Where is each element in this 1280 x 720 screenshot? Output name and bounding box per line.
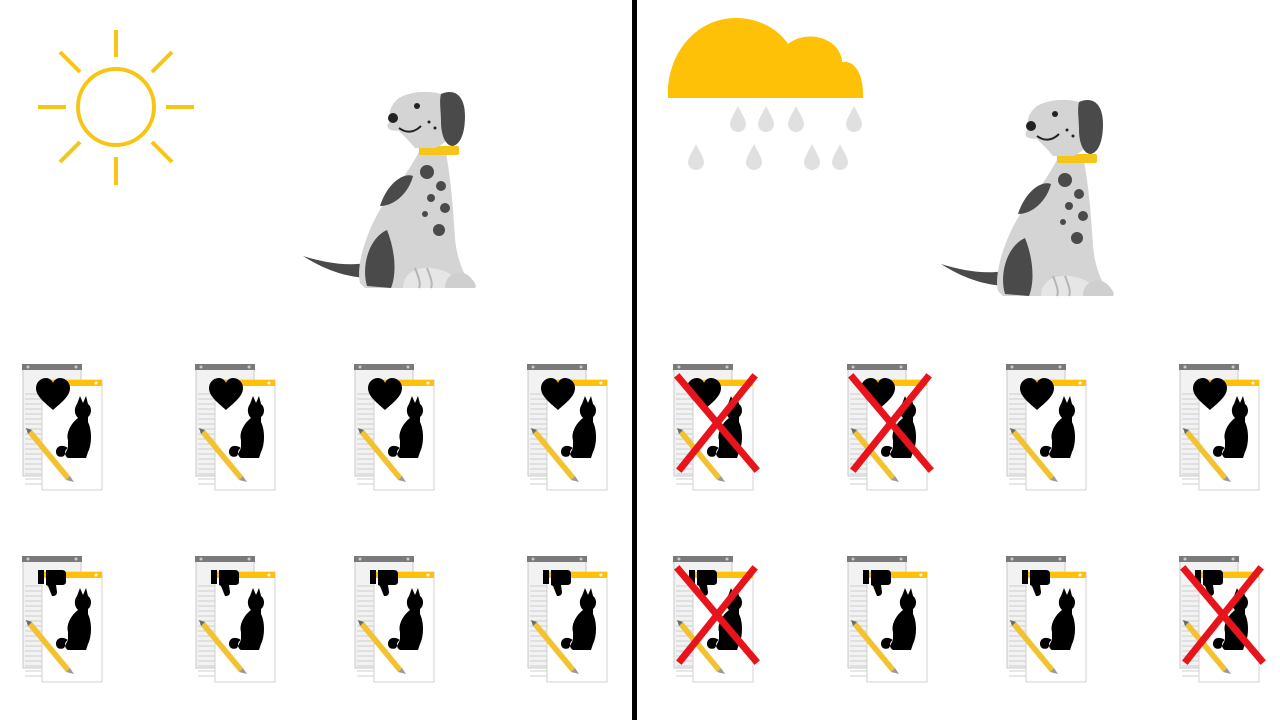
cross-mark-icon — [1180, 565, 1266, 665]
pencil-icon — [358, 620, 406, 674]
pencil-icon — [199, 620, 247, 674]
cat-icon — [1040, 396, 1075, 458]
letter-card — [1179, 364, 1265, 494]
pencil-icon — [531, 620, 579, 674]
cat-icon — [56, 396, 91, 458]
pencil-icon — [677, 620, 725, 674]
pencil-icon — [199, 428, 247, 482]
pencil-icon — [1010, 620, 1058, 674]
heart-icon — [36, 378, 70, 410]
pencil-icon — [358, 428, 406, 482]
cross-mark-icon — [674, 565, 760, 665]
cross-mark-icon — [674, 373, 760, 473]
heart-icon — [1020, 378, 1054, 410]
sun-icon — [38, 30, 194, 185]
pencil-icon — [531, 428, 579, 482]
cat-icon — [881, 588, 916, 650]
cat-icon — [229, 396, 264, 458]
cat-icon — [1213, 396, 1248, 458]
cat-icon — [1040, 588, 1075, 650]
dalmatian-dog — [295, 88, 480, 298]
cat-icon — [229, 588, 264, 650]
rain-cloud-icon — [667, 18, 864, 170]
pencil-icon — [1183, 620, 1231, 674]
pencil-icon — [851, 620, 899, 674]
thumbs-down-icon — [863, 570, 891, 596]
letter-card — [847, 364, 934, 494]
thumbs-down-icon — [370, 570, 398, 596]
cross-mark-icon — [848, 373, 934, 473]
letter-card — [195, 364, 281, 494]
letter-card — [22, 556, 108, 686]
cat-icon — [388, 588, 423, 650]
thumbs-down-icon — [1022, 570, 1050, 596]
letter-card — [527, 556, 613, 686]
letter-card — [22, 364, 108, 494]
sunny-panel — [0, 0, 634, 720]
pencil-icon — [26, 428, 74, 482]
panel-divider — [632, 0, 637, 720]
thumbs-down-icon — [211, 570, 239, 596]
cat-icon — [56, 588, 91, 650]
thumbs-down-icon — [1195, 570, 1223, 596]
letter-card — [1179, 556, 1266, 686]
letter-card — [527, 364, 613, 494]
pencil-icon — [1183, 428, 1231, 482]
letter-card — [1006, 556, 1092, 686]
letter-card — [673, 364, 760, 494]
heart-icon — [1193, 378, 1227, 410]
dalmatian-dog — [933, 96, 1118, 306]
cat-icon — [388, 396, 423, 458]
thumbs-down-icon — [38, 570, 66, 596]
letter-card — [673, 556, 760, 686]
heart-icon — [368, 378, 402, 410]
pencil-icon — [677, 428, 725, 482]
cat-icon — [561, 396, 596, 458]
letter-card — [1006, 364, 1092, 494]
rainy-panel — [638, 0, 1280, 720]
heart-icon — [209, 378, 243, 410]
letter-card — [354, 364, 440, 494]
letter-card — [847, 556, 933, 686]
pencil-icon — [1010, 428, 1058, 482]
thumbs-down-icon — [689, 570, 717, 596]
heart-icon — [541, 378, 575, 410]
pencil-icon — [851, 428, 899, 482]
thumbs-down-icon — [543, 570, 571, 596]
pencil-icon — [26, 620, 74, 674]
letter-card — [195, 556, 281, 686]
letter-card — [354, 556, 440, 686]
cat-icon — [561, 588, 596, 650]
